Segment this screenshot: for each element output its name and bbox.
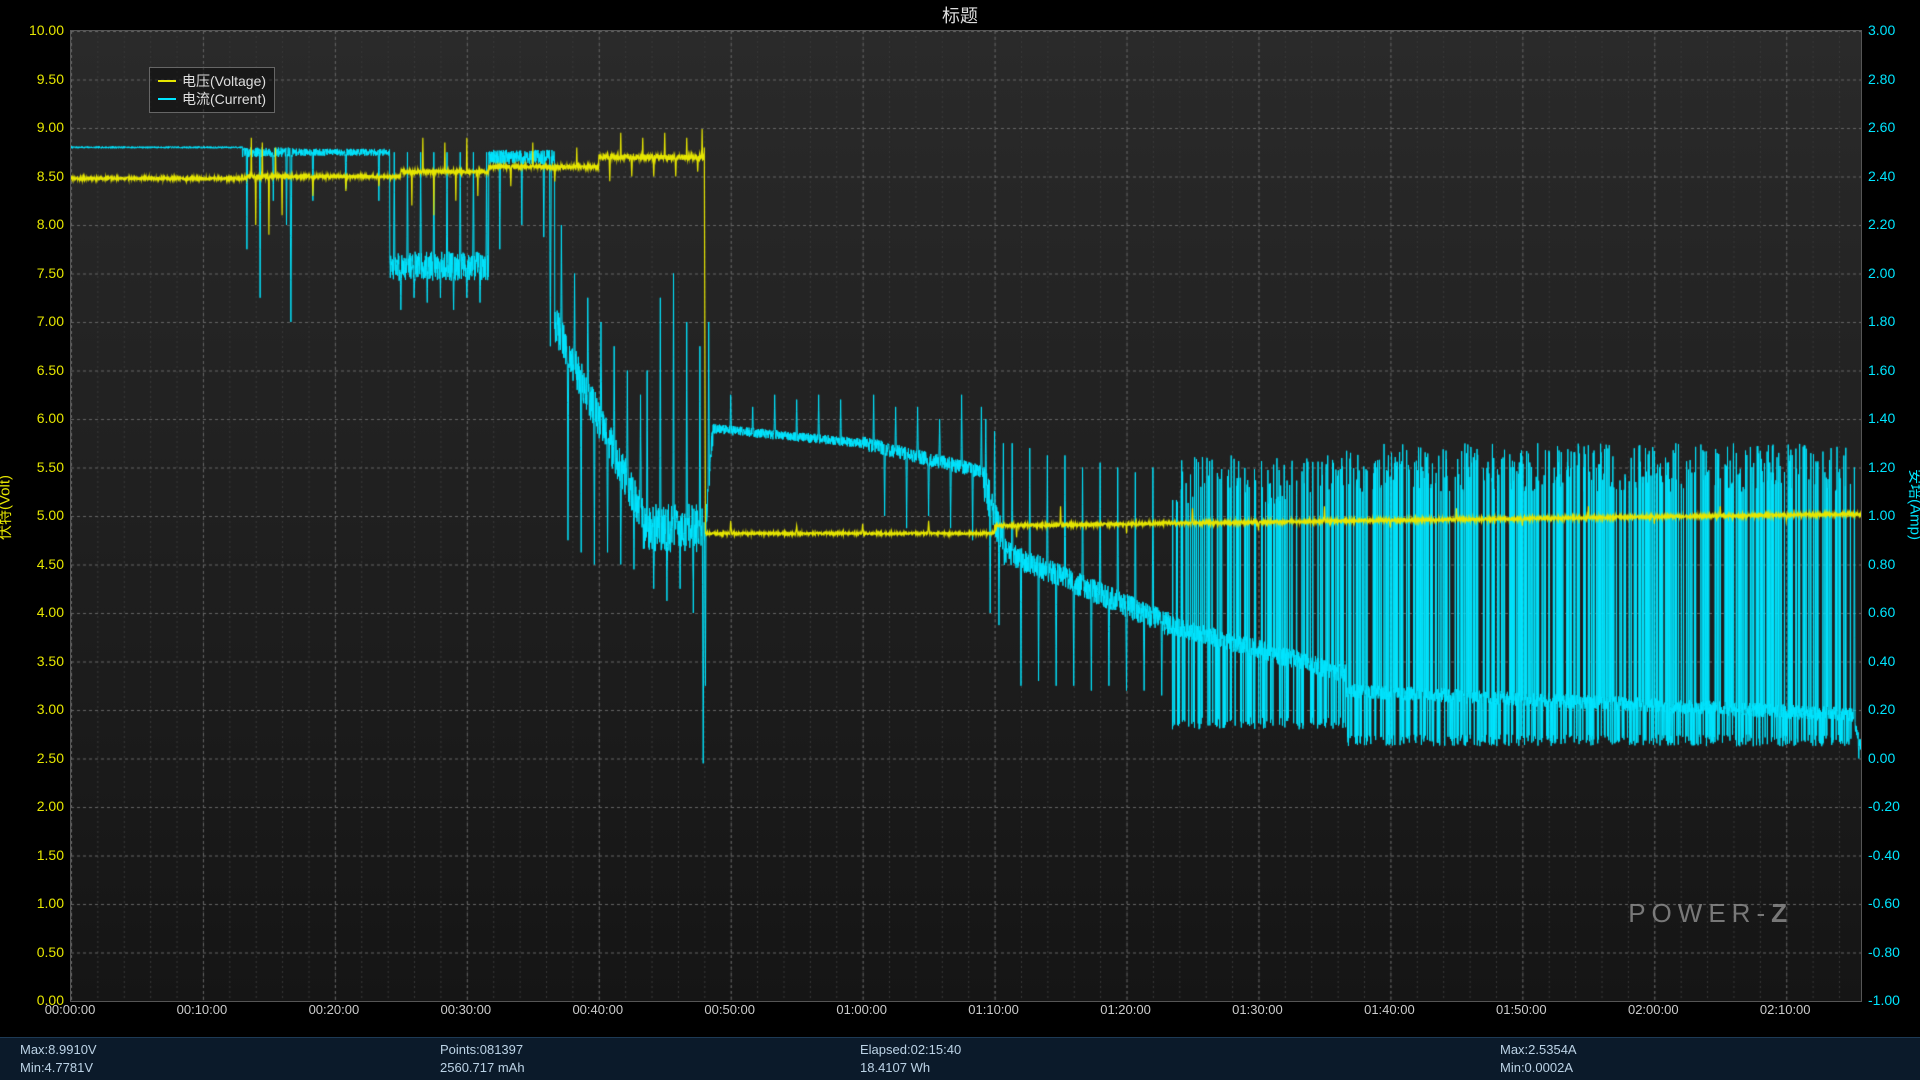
status-bar: Max:8.9910V Points:081397 Elapsed:02:15:… xyxy=(0,1037,1920,1080)
watermark: POWER-Z xyxy=(1628,898,1789,929)
legend-voltage-label: 电压(Voltage) xyxy=(182,72,266,90)
legend: 电压(Voltage) 电流(Current) xyxy=(149,67,275,113)
watermark-text: POWER-Z xyxy=(1628,898,1789,928)
status-max-voltage: Max:8.9910V xyxy=(0,1041,420,1059)
status-min-current: Min:0.0002A xyxy=(1480,1059,1900,1077)
y-right-tick-labels: -1.00-0.80-0.60-0.40-0.200.000.200.400.6… xyxy=(1864,30,1920,1000)
legend-current-swatch xyxy=(158,98,176,100)
y-left-tick-labels: 0.000.501.001.502.002.503.003.504.004.50… xyxy=(0,30,68,1000)
chart-container: 标题 伏特(Volt) 安培(Amp) 0.000.501.001.502.00… xyxy=(0,0,1920,1080)
legend-voltage-swatch xyxy=(158,80,176,82)
plot-area[interactable]: 电压(Voltage) 电流(Current) POWER-Z xyxy=(70,30,1862,1002)
status-mah: 2560.717 mAh xyxy=(420,1059,840,1077)
status-row-1: Max:8.9910V Points:081397 Elapsed:02:15:… xyxy=(0,1041,1920,1059)
status-elapsed: Elapsed:02:15:40 xyxy=(840,1041,1480,1059)
status-wh: 18.4107 Wh xyxy=(840,1059,1480,1077)
status-min-voltage: Min:4.7781V xyxy=(0,1059,420,1077)
x-tick-labels: 00:00:0000:10:0000:20:0000:30:0000:40:00… xyxy=(70,1002,1860,1020)
data-layer xyxy=(71,31,1861,1001)
status-row-2: Min:4.7781V 2560.717 mAh 18.4107 Wh Min:… xyxy=(0,1059,1920,1077)
status-max-current: Max:2.5354A xyxy=(1480,1041,1900,1059)
chart-title: 标题 xyxy=(0,2,1920,28)
status-points: Points:081397 xyxy=(420,1041,840,1059)
legend-voltage: 电压(Voltage) xyxy=(158,72,266,90)
legend-current: 电流(Current) xyxy=(158,90,266,108)
legend-current-label: 电流(Current) xyxy=(182,90,266,108)
